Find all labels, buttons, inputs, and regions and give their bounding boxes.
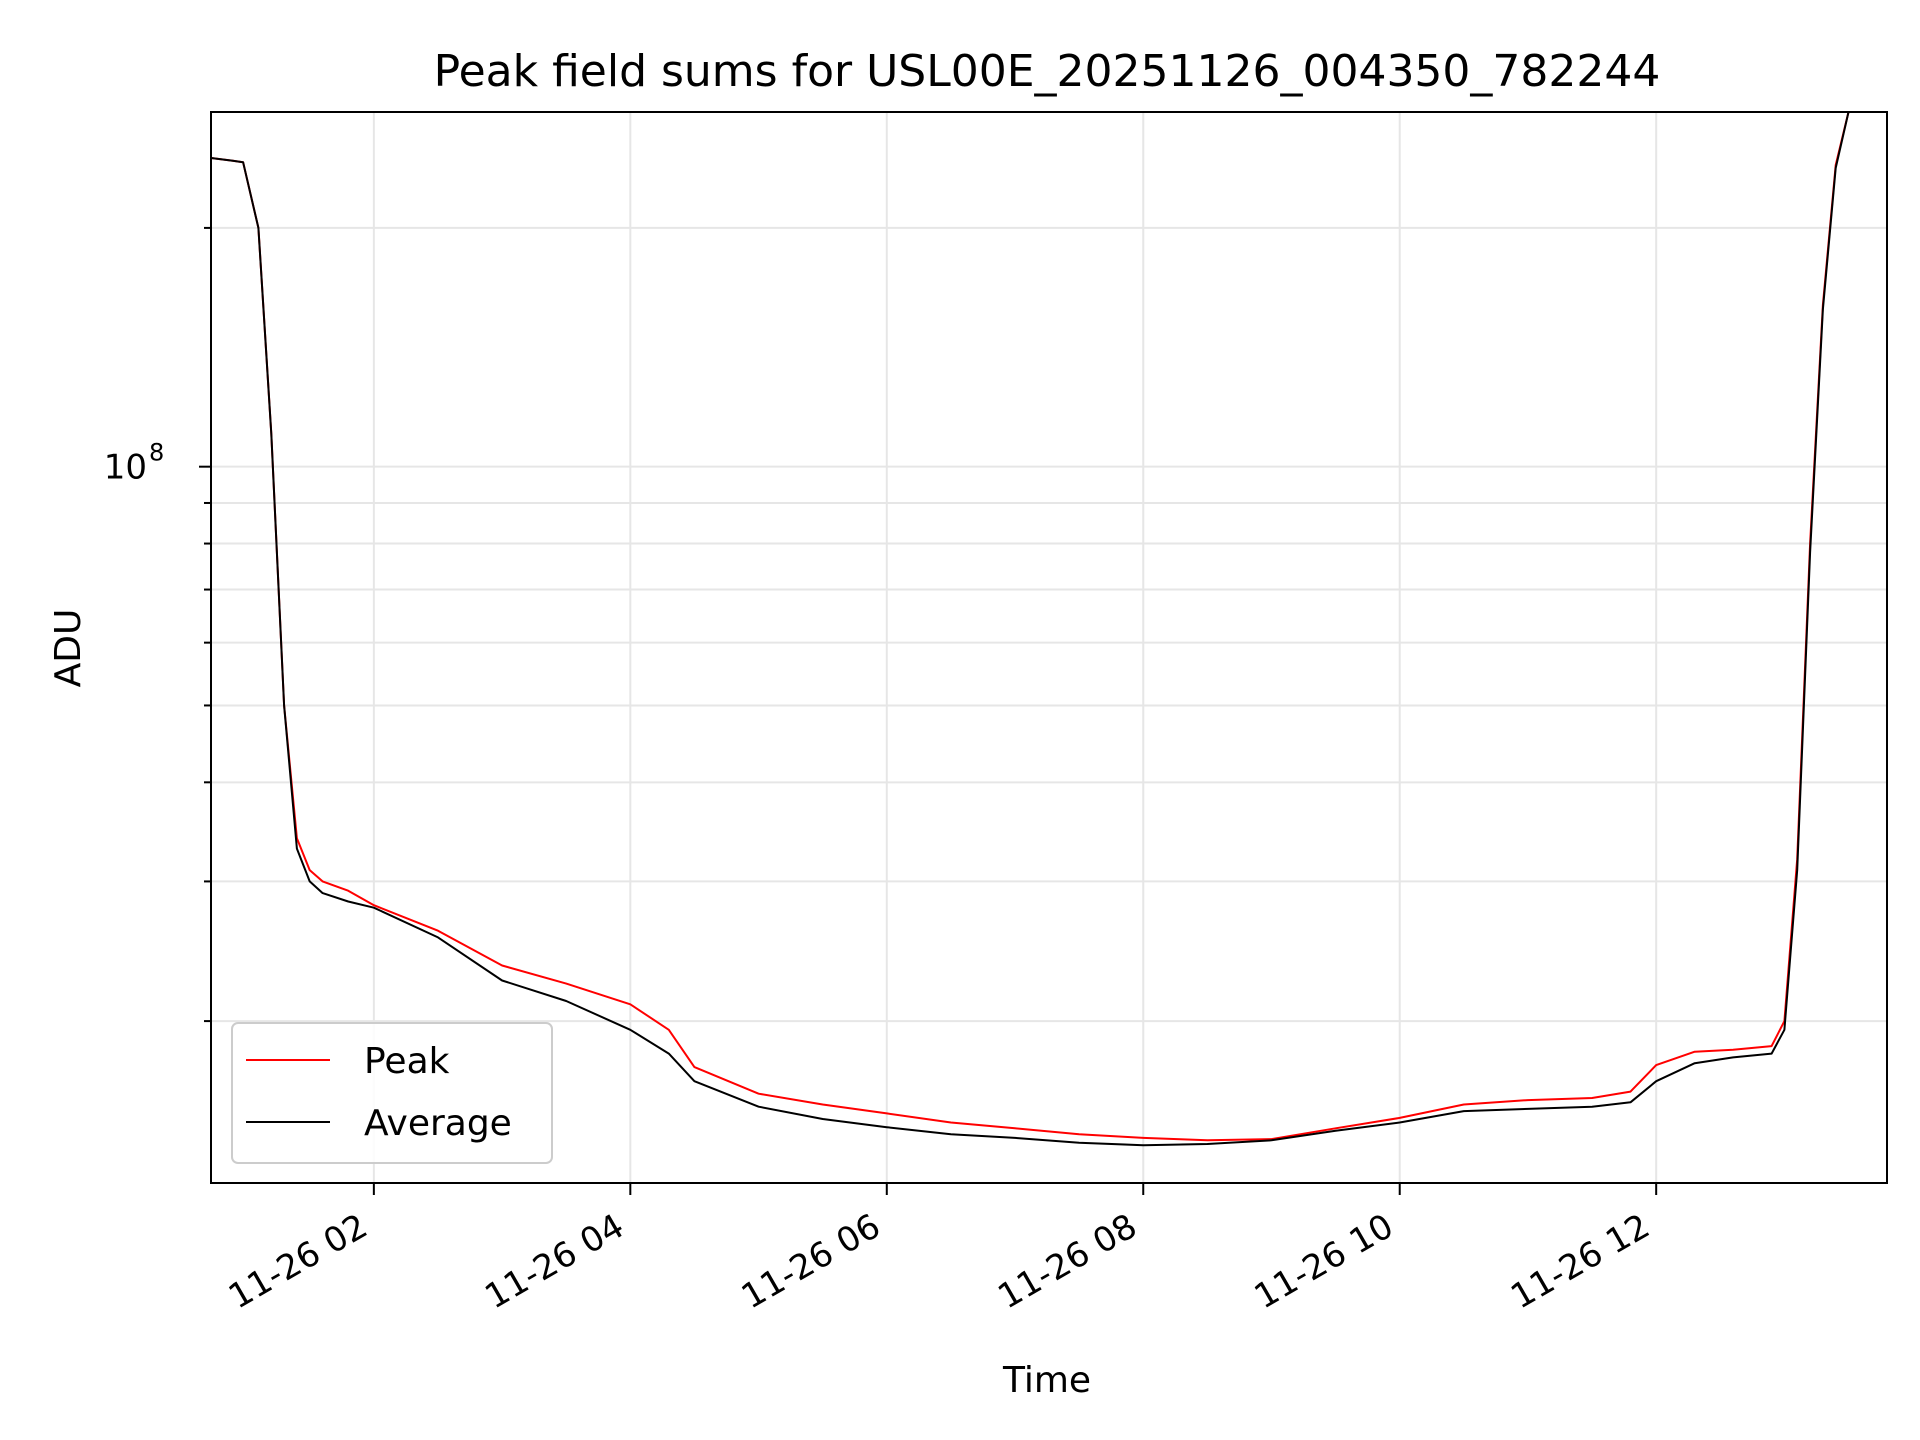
chart-title: Peak field sums for USL00E_20251126_0043… — [434, 46, 1661, 97]
x-axis-label: Time — [1002, 1360, 1091, 1401]
series-line-peak — [211, 112, 1850, 1142]
legend-box — [231, 1022, 553, 1164]
series-layer — [211, 112, 1850, 1147]
y-tick-label-exponent: 8 — [149, 439, 164, 467]
grid — [211, 112, 1887, 1183]
legend-label-average: Average — [364, 1103, 512, 1144]
plot-frame — [210, 111, 1888, 1184]
y-tick-label-base: 10 — [104, 448, 147, 488]
legend-label-peak: Peak — [364, 1041, 450, 1082]
series-line-average — [211, 112, 1850, 1147]
legend: Peak Average — [231, 1022, 553, 1164]
y-axis-label: ADU — [48, 609, 89, 688]
